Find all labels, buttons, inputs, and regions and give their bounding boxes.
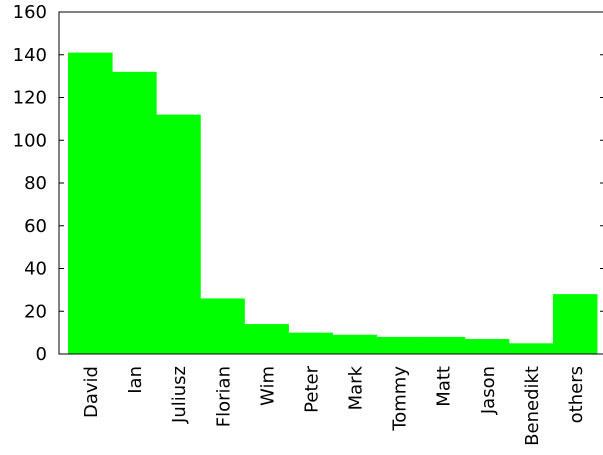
y-axis: 0 20 40 60 80 100 120 140 160: [13, 2, 603, 365]
x-tick-label: others: [566, 366, 587, 423]
plot-area: [58, 11, 603, 355]
bar-wim: [244, 324, 289, 354]
y-tick-label: 140: [13, 45, 47, 66]
y-tick-label: 80: [24, 173, 47, 194]
y-tick-label: 0: [36, 344, 47, 365]
bars-group: [68, 52, 598, 355]
bar-florian: [200, 298, 245, 354]
bar-mark: [332, 334, 378, 354]
bar-benedikt: [508, 343, 554, 354]
bar-ian: [112, 71, 157, 354]
bar-juliusz: [156, 114, 201, 354]
bar-matt: [420, 336, 466, 354]
bar-david: [68, 52, 113, 355]
bar-others: [552, 294, 598, 354]
y-tick-label: 60: [24, 216, 47, 237]
x-tick-label: Benedikt: [522, 366, 543, 446]
y-tick-label: 100: [13, 130, 47, 151]
bar-peter: [288, 332, 333, 355]
x-axis: David Ian Juliusz Florian Wim Peter Mark Tommy M…: [81, 365, 587, 445]
x-tick-label: Juliusz: [169, 366, 190, 424]
x-tick-label: Florian: [213, 366, 234, 427]
y-tick-label: 160: [13, 2, 47, 23]
x-tick-label: Ian: [125, 366, 146, 394]
x-tick-label: Mark: [346, 365, 367, 410]
bar-tommy: [376, 336, 422, 354]
y-tick-label: 120: [13, 88, 47, 109]
y-tick-label: 40: [24, 259, 47, 280]
y-tick-label: 20: [24, 301, 47, 322]
x-tick-label: Jason: [478, 366, 499, 415]
x-tick-label: David: [81, 366, 102, 418]
x-tick-label: Peter: [301, 365, 322, 412]
x-tick-label: Matt: [434, 366, 455, 407]
x-tick-label: Wim: [257, 366, 278, 406]
bar-jason: [464, 339, 510, 354]
x-tick-label: Tommy: [390, 366, 411, 432]
